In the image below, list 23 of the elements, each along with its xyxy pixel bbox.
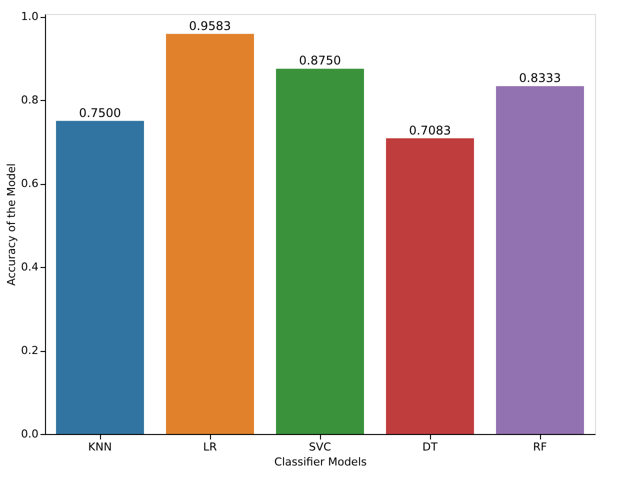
x-tick-label: RF <box>533 440 547 454</box>
data-label: 0.7500 <box>79 106 121 120</box>
y-tick-label: 0.2 <box>21 344 38 357</box>
data-label: 0.8750 <box>299 54 341 68</box>
x-tick-label: LR <box>203 440 218 454</box>
bar <box>166 34 254 434</box>
data-label: 0.9583 <box>189 18 231 33</box>
x-tick-label: KNN <box>88 440 112 454</box>
y-tick-label: 1.0 <box>21 10 38 24</box>
y-axis-title: Accuracy of the Model <box>5 163 18 286</box>
x-axis-title: Classifier Models <box>274 456 368 468</box>
y-tick-label: 0.8 <box>21 94 38 107</box>
bar <box>276 68 364 434</box>
bar <box>56 120 144 434</box>
bar <box>386 138 474 434</box>
y-tick-label: 0.6 <box>21 177 38 190</box>
y-tick-label: 0.0 <box>21 428 38 440</box>
x-tick-label: SVC <box>308 440 332 454</box>
x-tick-label: DT <box>422 440 438 454</box>
bar <box>496 86 584 434</box>
data-label: 0.7083 <box>409 123 451 138</box>
data-label: 0.8333 <box>519 71 561 86</box>
y-tick-label: 0.4 <box>21 260 38 274</box>
